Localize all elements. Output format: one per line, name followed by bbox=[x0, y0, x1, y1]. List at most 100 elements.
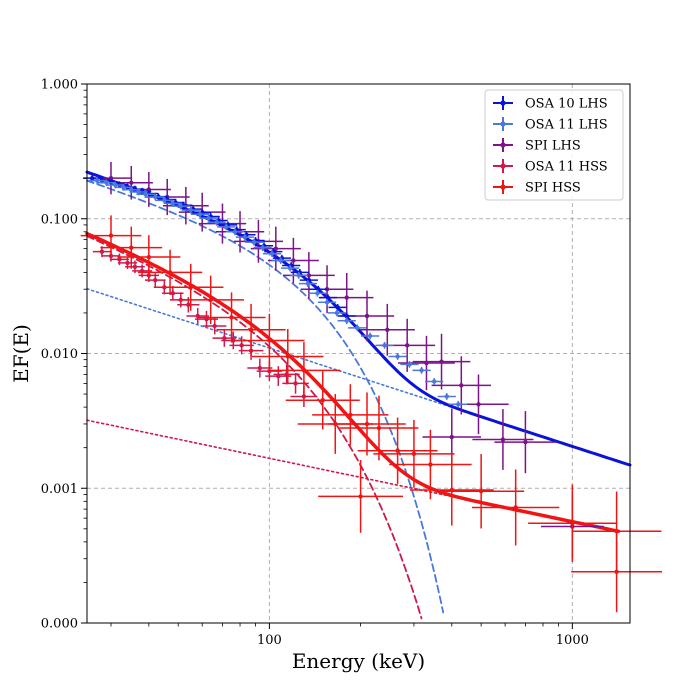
spi-hss-point bbox=[318, 460, 404, 533]
marker bbox=[348, 412, 353, 418]
spi-hss-point bbox=[267, 342, 341, 399]
marker bbox=[344, 318, 349, 323]
marker bbox=[614, 529, 619, 534]
marker bbox=[251, 239, 257, 245]
marker bbox=[129, 187, 134, 192]
spi-hss-point bbox=[285, 371, 360, 430]
marker bbox=[260, 245, 265, 250]
marker bbox=[232, 229, 238, 235]
marker bbox=[439, 359, 444, 364]
y-tick-label: 1.000 bbox=[41, 78, 78, 93]
marker bbox=[364, 313, 370, 319]
marker bbox=[239, 343, 244, 348]
osa11-lhs-point bbox=[388, 353, 407, 360]
osa11-lhs-point bbox=[412, 366, 431, 374]
spi-lhs-point bbox=[431, 356, 491, 415]
marker bbox=[404, 343, 410, 348]
osa11-lhs-point bbox=[425, 378, 444, 385]
osa11-lhs-point bbox=[449, 400, 468, 408]
marker bbox=[104, 180, 109, 185]
osa11-lhs-point bbox=[155, 196, 174, 204]
legend-marker bbox=[500, 121, 506, 127]
marker bbox=[188, 285, 193, 290]
marker bbox=[129, 180, 134, 185]
osa11-lhs-point bbox=[327, 309, 346, 317]
marker bbox=[129, 245, 134, 250]
legend-label: OSA 10 LHS bbox=[525, 97, 608, 112]
marker bbox=[306, 273, 312, 278]
osa11-lhs-point bbox=[337, 317, 356, 325]
osa11-lhs-point bbox=[207, 219, 226, 226]
osa11-lhs-point bbox=[375, 341, 394, 349]
marker bbox=[395, 448, 400, 453]
legend-entry-osa11-lhs: OSA 11 LHS bbox=[493, 117, 608, 133]
hss-total-model bbox=[85, 231, 621, 534]
marker bbox=[186, 302, 191, 307]
marker bbox=[334, 310, 340, 316]
osa11-lhs-point bbox=[280, 264, 300, 272]
spi-hss-point bbox=[158, 263, 224, 311]
marker bbox=[162, 198, 167, 203]
marker bbox=[456, 402, 461, 407]
marker bbox=[296, 273, 301, 278]
marker bbox=[449, 434, 454, 440]
osa11-lhs-point bbox=[400, 361, 419, 368]
spi-hss-point bbox=[100, 226, 163, 269]
osa11-lhs-point bbox=[136, 190, 155, 198]
marker bbox=[382, 343, 387, 348]
marker bbox=[206, 215, 211, 221]
legend-box bbox=[484, 89, 624, 201]
marker bbox=[267, 338, 272, 343]
marker bbox=[285, 354, 290, 359]
legend-marker bbox=[500, 100, 506, 106]
marker bbox=[570, 521, 575, 526]
y-tick-label: 0.001 bbox=[41, 482, 78, 497]
spi-hss-point bbox=[571, 531, 663, 613]
marker bbox=[188, 207, 193, 213]
spi-hss-point bbox=[312, 384, 389, 446]
marker bbox=[153, 277, 158, 283]
osa11-hss-point bbox=[162, 285, 184, 301]
marker bbox=[367, 333, 373, 339]
marker bbox=[125, 260, 130, 266]
x-tick-label: 1000 bbox=[556, 633, 589, 648]
marker bbox=[293, 381, 298, 386]
marker bbox=[407, 362, 412, 367]
legend-entry-osa10-lhs: OSA 10 LHS bbox=[493, 96, 608, 112]
marker bbox=[355, 325, 360, 331]
lhs-cutoff-model bbox=[86, 179, 445, 614]
y-tick-label: 0.100 bbox=[41, 212, 78, 227]
legend-entry-spi-lhs: SPI LHS bbox=[493, 138, 581, 154]
marker bbox=[269, 251, 275, 256]
marker bbox=[167, 270, 173, 275]
marker bbox=[121, 185, 126, 190]
osa11-lhs-point bbox=[437, 393, 456, 400]
marker bbox=[229, 315, 234, 320]
osa11-hss-point bbox=[203, 317, 227, 335]
marker bbox=[432, 379, 437, 384]
legend-entry-spi-hss: SPI HSS bbox=[493, 180, 581, 196]
marker bbox=[476, 402, 481, 407]
osa10-lhs-point bbox=[318, 294, 337, 301]
marker bbox=[478, 489, 484, 494]
osa11-hss-point bbox=[144, 273, 166, 288]
legend-label: OSA 11 HSS bbox=[525, 160, 608, 175]
marker bbox=[428, 462, 433, 467]
marker bbox=[223, 224, 229, 230]
x-tick-label: 100 bbox=[257, 633, 282, 648]
marker bbox=[287, 265, 293, 271]
y-axis-title: EF(E) bbox=[9, 324, 33, 383]
osa11-lhs-point bbox=[308, 289, 327, 297]
spi-lhs-point bbox=[472, 409, 534, 470]
legend-marker bbox=[500, 163, 506, 169]
marker bbox=[132, 264, 138, 269]
spi-hss-point bbox=[80, 215, 142, 256]
osa11-lhs-point bbox=[199, 214, 218, 222]
spi-hss-point bbox=[339, 395, 419, 461]
spi-hss-point bbox=[472, 469, 560, 546]
model-curves bbox=[85, 170, 632, 620]
osa11-hss-point bbox=[186, 307, 209, 324]
marker bbox=[99, 249, 105, 254]
marker bbox=[273, 246, 279, 251]
